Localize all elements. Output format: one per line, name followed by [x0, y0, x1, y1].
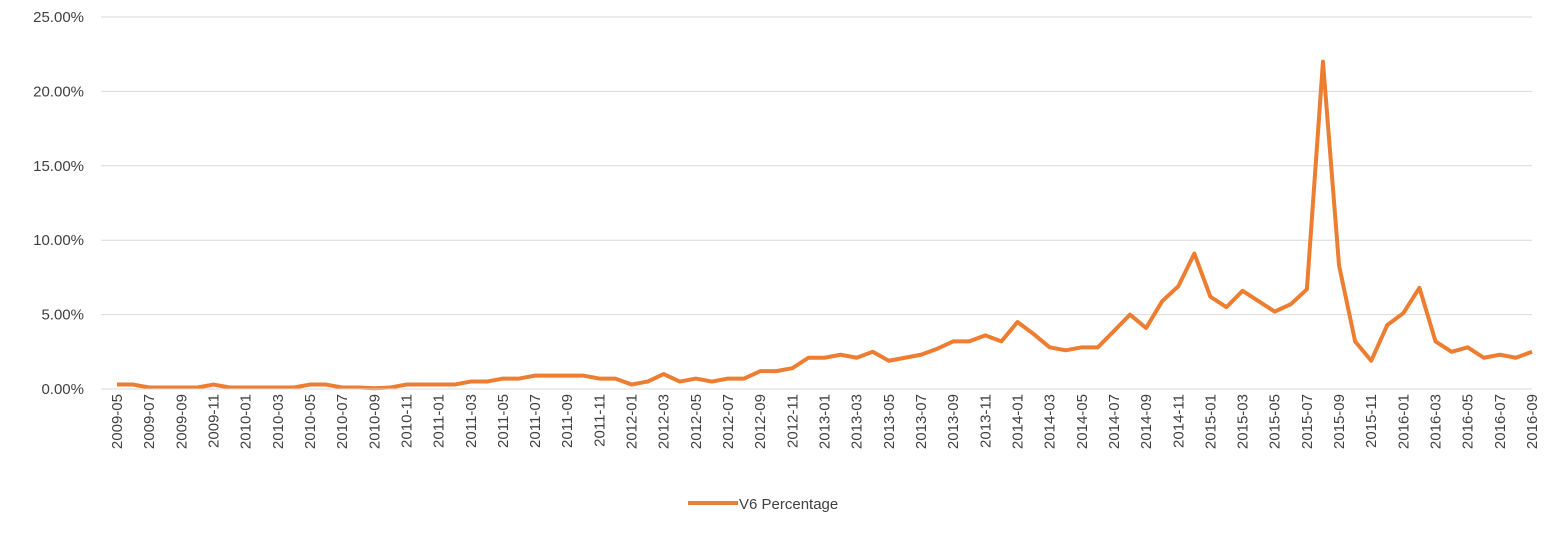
y-tick-label: 0.00%	[41, 381, 84, 398]
x-tick-label: 2011-09	[559, 394, 576, 448]
x-tick-label: 2009-09	[173, 394, 190, 449]
x-tick-label: 2013-09	[945, 394, 962, 449]
x-tick-label: 2014-01	[1009, 394, 1026, 449]
x-tick-label: 2016-01	[1395, 394, 1412, 449]
y-tick-label: 20.00%	[33, 83, 84, 100]
x-tick-label: 2012-01	[624, 394, 641, 449]
x-tick-label: 2011-01	[431, 394, 448, 448]
x-tick-label: 2015-01	[1202, 394, 1219, 449]
x-tick-label: 2010-01	[238, 394, 255, 449]
x-tick-label: 2012-09	[752, 394, 769, 449]
x-tick-label: 2012-05	[688, 394, 705, 449]
x-tick-label: 2011-05	[495, 394, 512, 448]
x-tick-label: 2013-11	[977, 394, 994, 448]
x-tick-label: 2011-11	[591, 394, 608, 447]
legend-label: V6 Percentage	[739, 496, 838, 513]
y-tick-label: 15.00%	[33, 158, 84, 175]
line-series	[117, 59, 1533, 391]
x-tick-label: 2016-09	[1524, 394, 1541, 449]
x-tick-label: 2014-09	[1138, 394, 1155, 449]
x-tick-label: 2013-03	[849, 394, 866, 449]
x-tick-label: 2012-07	[720, 394, 737, 449]
x-tick-label: 2012-11	[784, 394, 801, 448]
x-tick-label: 2015-09	[1331, 394, 1348, 449]
x-tick-label: 2010-11	[398, 394, 415, 448]
x-tick-label: 2016-05	[1460, 394, 1477, 449]
x-tick-label: 2014-05	[1074, 394, 1091, 449]
x-tick-label: 2013-07	[913, 394, 930, 449]
x-tick-label: 2014-03	[1042, 394, 1059, 449]
x-tick-label: 2016-03	[1428, 394, 1445, 449]
x-tick-label: 2012-03	[656, 394, 673, 449]
y-tick-label: 5.00%	[41, 307, 84, 324]
y-tick-label: 25.00%	[33, 9, 84, 26]
x-tick-label: 2015-03	[1235, 394, 1252, 449]
x-tick-label: 2015-07	[1299, 394, 1316, 449]
x-tick-label: 2010-03	[270, 394, 287, 449]
x-tick-label: 2013-01	[817, 394, 834, 449]
x-tick-label: 2010-07	[334, 394, 351, 449]
x-tick-label: 2014-07	[1106, 394, 1123, 449]
x-tick-label: 2011-07	[527, 394, 544, 448]
x-tick-label: 2009-05	[109, 394, 126, 449]
x-tick-label: 2016-07	[1492, 394, 1509, 449]
x-tick-label: 2011-03	[463, 394, 480, 448]
x-tick-label: 2009-11	[205, 394, 222, 448]
x-tick-label: 2009-07	[141, 394, 158, 449]
x-tick-label: 2013-05	[881, 394, 898, 449]
y-tick-label: 10.00%	[33, 232, 84, 249]
x-tick-label: 2010-09	[366, 394, 383, 449]
x-tick-label: 2015-11	[1363, 394, 1380, 448]
x-tick-label: 2015-05	[1267, 394, 1284, 449]
x-tick-label: 2010-05	[302, 394, 319, 449]
x-tick-label: 2014-11	[1170, 394, 1187, 448]
